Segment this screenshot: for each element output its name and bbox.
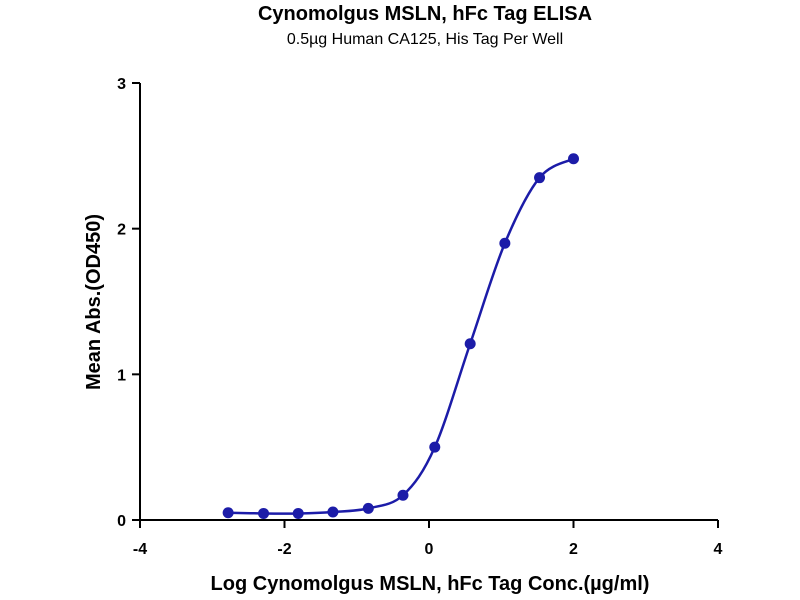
y-tick-label: 1 bbox=[117, 367, 126, 384]
x-tick-label: 4 bbox=[714, 541, 723, 558]
data-point bbox=[397, 489, 409, 501]
data-point bbox=[534, 172, 546, 184]
data-point bbox=[568, 153, 579, 165]
x-tick-label: -4 bbox=[133, 541, 147, 558]
series-line bbox=[228, 157, 575, 515]
x-tick-label: 2 bbox=[569, 541, 578, 558]
chart-title: Cynomolgus MSLN, hFc Tag ELISA bbox=[257, 3, 593, 25]
data-point bbox=[499, 237, 511, 249]
data-point bbox=[258, 507, 270, 519]
y-tick-label: 3 bbox=[117, 76, 126, 93]
curve-layer bbox=[228, 157, 575, 515]
data-point bbox=[464, 338, 476, 350]
ticks: -4 -2 0 2 4 0 1 2 3 bbox=[117, 76, 722, 558]
data-point bbox=[429, 441, 441, 453]
y-tick-label: 0 bbox=[117, 513, 126, 530]
y-axis-label: Mean Abs.(OD450) bbox=[83, 214, 105, 390]
chart-subtitle: 0.5µg Human CA125, His Tag Per Well bbox=[286, 31, 564, 48]
x-tick-label: 0 bbox=[425, 541, 434, 558]
y-tick-label: 2 bbox=[117, 222, 126, 239]
data-point bbox=[362, 502, 374, 514]
data-point bbox=[222, 507, 234, 519]
data-point bbox=[327, 506, 339, 518]
points-layer bbox=[222, 153, 579, 519]
data-point bbox=[292, 507, 304, 519]
x-axis-label: Log Cynomolgus MSLN, hFc Tag Conc.(µg/ml… bbox=[211, 573, 650, 595]
axes bbox=[139, 83, 718, 521]
x-tick-label: -2 bbox=[277, 541, 291, 558]
